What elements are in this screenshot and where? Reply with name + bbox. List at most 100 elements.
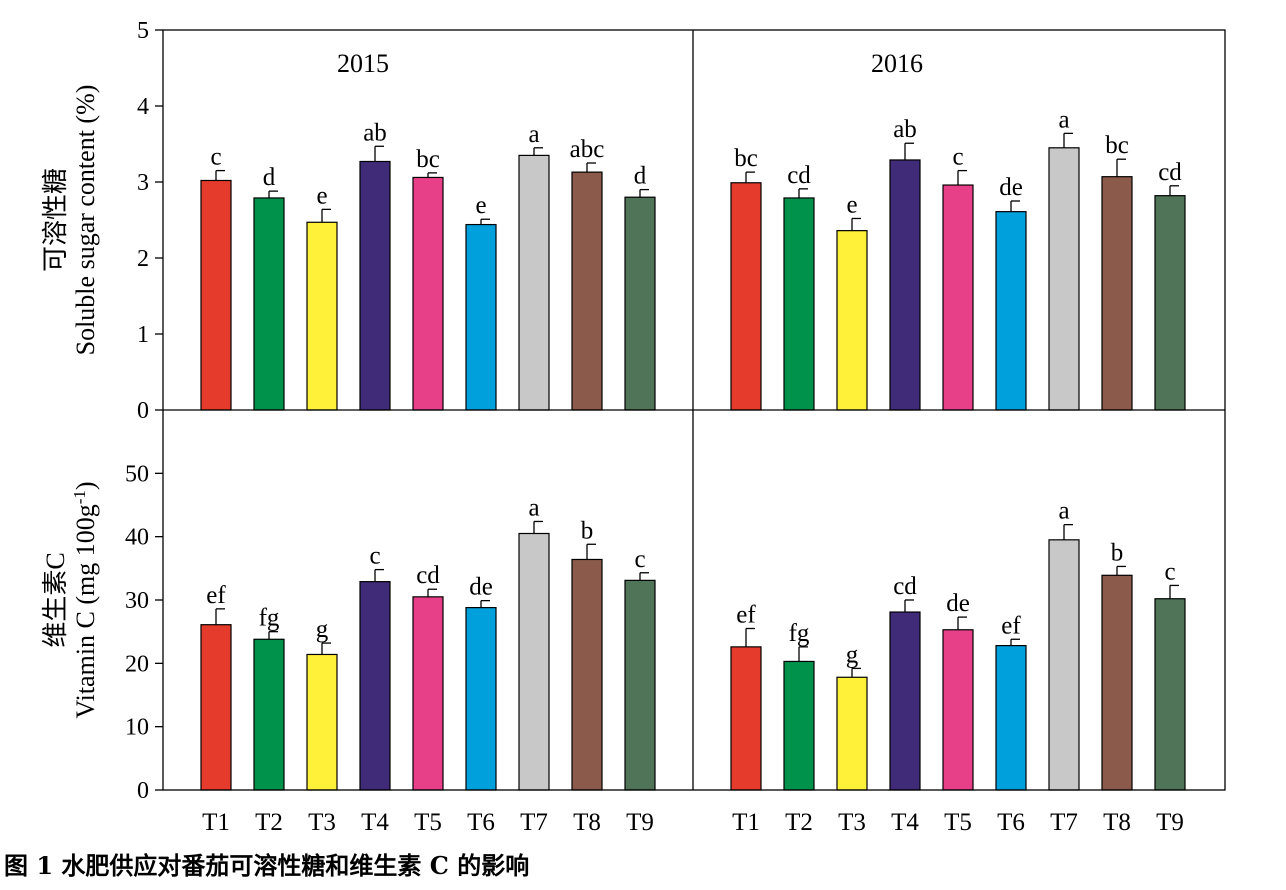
significance-letter: b [581, 517, 594, 544]
significance-letter: a [1058, 498, 1069, 525]
significance-letter: de [469, 574, 493, 601]
significance-letter: c [1164, 558, 1175, 585]
x-tick-label: T5 [944, 809, 972, 836]
significance-letter: a [528, 121, 539, 148]
panel-year-label: 2016 [871, 49, 923, 78]
significance-letter: ef [1001, 612, 1021, 639]
significance-letter: fg [259, 605, 280, 632]
y-tick-label: 30 [125, 588, 149, 614]
y-tick-label: 20 [125, 651, 149, 677]
x-tick-label: T6 [997, 809, 1025, 836]
significance-letter: e [475, 192, 486, 219]
significance-letter: g [316, 616, 329, 643]
significance-letter: a [528, 494, 539, 521]
significance-letter: cd [416, 562, 440, 589]
significance-letter: cd [893, 573, 917, 600]
x-tick-label: T2 [255, 809, 283, 836]
y-axis-title-cn: 可溶性糖 [41, 168, 70, 272]
significance-letter: ab [893, 116, 917, 143]
x-tick-label: T7 [520, 809, 548, 836]
bar [571, 558, 603, 791]
bar [1048, 147, 1080, 411]
bar [889, 159, 921, 411]
x-tick-label: T6 [467, 809, 495, 836]
bar [412, 176, 444, 411]
significance-letter: fg [789, 620, 810, 647]
bar [253, 638, 285, 791]
x-tick-label: T4 [891, 809, 919, 836]
significance-letter: c [210, 144, 221, 171]
bar [200, 624, 232, 791]
bar [1048, 539, 1080, 791]
bar [783, 197, 815, 411]
bar [571, 171, 603, 411]
significance-letter: bc [416, 146, 440, 173]
y-tick-label: 40 [125, 525, 149, 551]
x-tick-label: T1 [202, 809, 230, 836]
x-tick-label: T5 [414, 809, 442, 836]
x-tick-label: T8 [1103, 809, 1131, 836]
significance-letter: cd [787, 162, 811, 189]
bar [359, 581, 391, 791]
x-tick-label: T3 [838, 809, 866, 836]
figure-caption: 图 1 水肥供应对番茄可溶性糖和维生素 C 的影响 [4, 851, 530, 880]
bar [995, 644, 1027, 791]
bar [306, 653, 338, 791]
significance-letter: d [634, 163, 647, 190]
bar [1101, 574, 1133, 791]
bar [730, 646, 762, 791]
x-tick-label: T4 [361, 809, 389, 836]
bar [836, 676, 868, 791]
y-axis-title-en: Vitamin C (mg 100g-1) [70, 481, 101, 718]
bar [1154, 598, 1186, 791]
bar [942, 629, 974, 791]
y-tick-label: 50 [125, 461, 149, 487]
significance-letter: ef [736, 602, 756, 629]
bar [306, 221, 338, 411]
y-tick-label: 0 [137, 398, 149, 424]
significance-letter: de [946, 590, 970, 617]
y-tick-label: 3 [137, 170, 149, 196]
y-tick-label: 5 [137, 18, 149, 44]
significance-letter: b [1111, 539, 1124, 566]
bar [465, 223, 497, 411]
bar [359, 160, 391, 411]
y-axis-title-en: Soluble sugar content (%) [71, 85, 100, 356]
y-tick-label: 1 [137, 322, 149, 348]
x-tick-label: T8 [573, 809, 601, 836]
x-tick-label: T2 [785, 809, 813, 836]
significance-letter: cd [1158, 159, 1182, 186]
y-tick-label: 2 [137, 246, 149, 272]
significance-letter: abc [570, 136, 605, 163]
bar [624, 579, 656, 791]
significance-letter: c [952, 144, 963, 171]
bar [1154, 195, 1186, 411]
bar [995, 211, 1027, 411]
x-tick-label: T9 [626, 809, 654, 836]
bar [836, 230, 868, 411]
significance-letter: c [634, 546, 645, 573]
significance-letter: bc [734, 145, 758, 172]
significance-letter: g [846, 641, 859, 668]
y-tick-label: 4 [137, 94, 149, 120]
bar [200, 179, 232, 411]
x-tick-label: T7 [1050, 809, 1078, 836]
bar [730, 182, 762, 411]
bar [624, 196, 656, 411]
significance-letter: d [263, 164, 276, 191]
significance-letter: de [999, 174, 1023, 201]
bar [942, 184, 974, 411]
bar [889, 611, 921, 791]
bar [783, 660, 815, 791]
panel-year-label: 2015 [337, 49, 389, 78]
bar [518, 532, 550, 791]
significance-letter: e [316, 182, 327, 209]
x-tick-label: T9 [1156, 809, 1184, 836]
significance-letter: c [369, 543, 380, 570]
significance-letter: bc [1105, 132, 1129, 159]
significance-letter: a [1058, 106, 1069, 133]
bar [412, 596, 444, 791]
x-tick-label: T1 [732, 809, 760, 836]
bar [1101, 176, 1133, 411]
significance-letter: ef [206, 582, 226, 609]
